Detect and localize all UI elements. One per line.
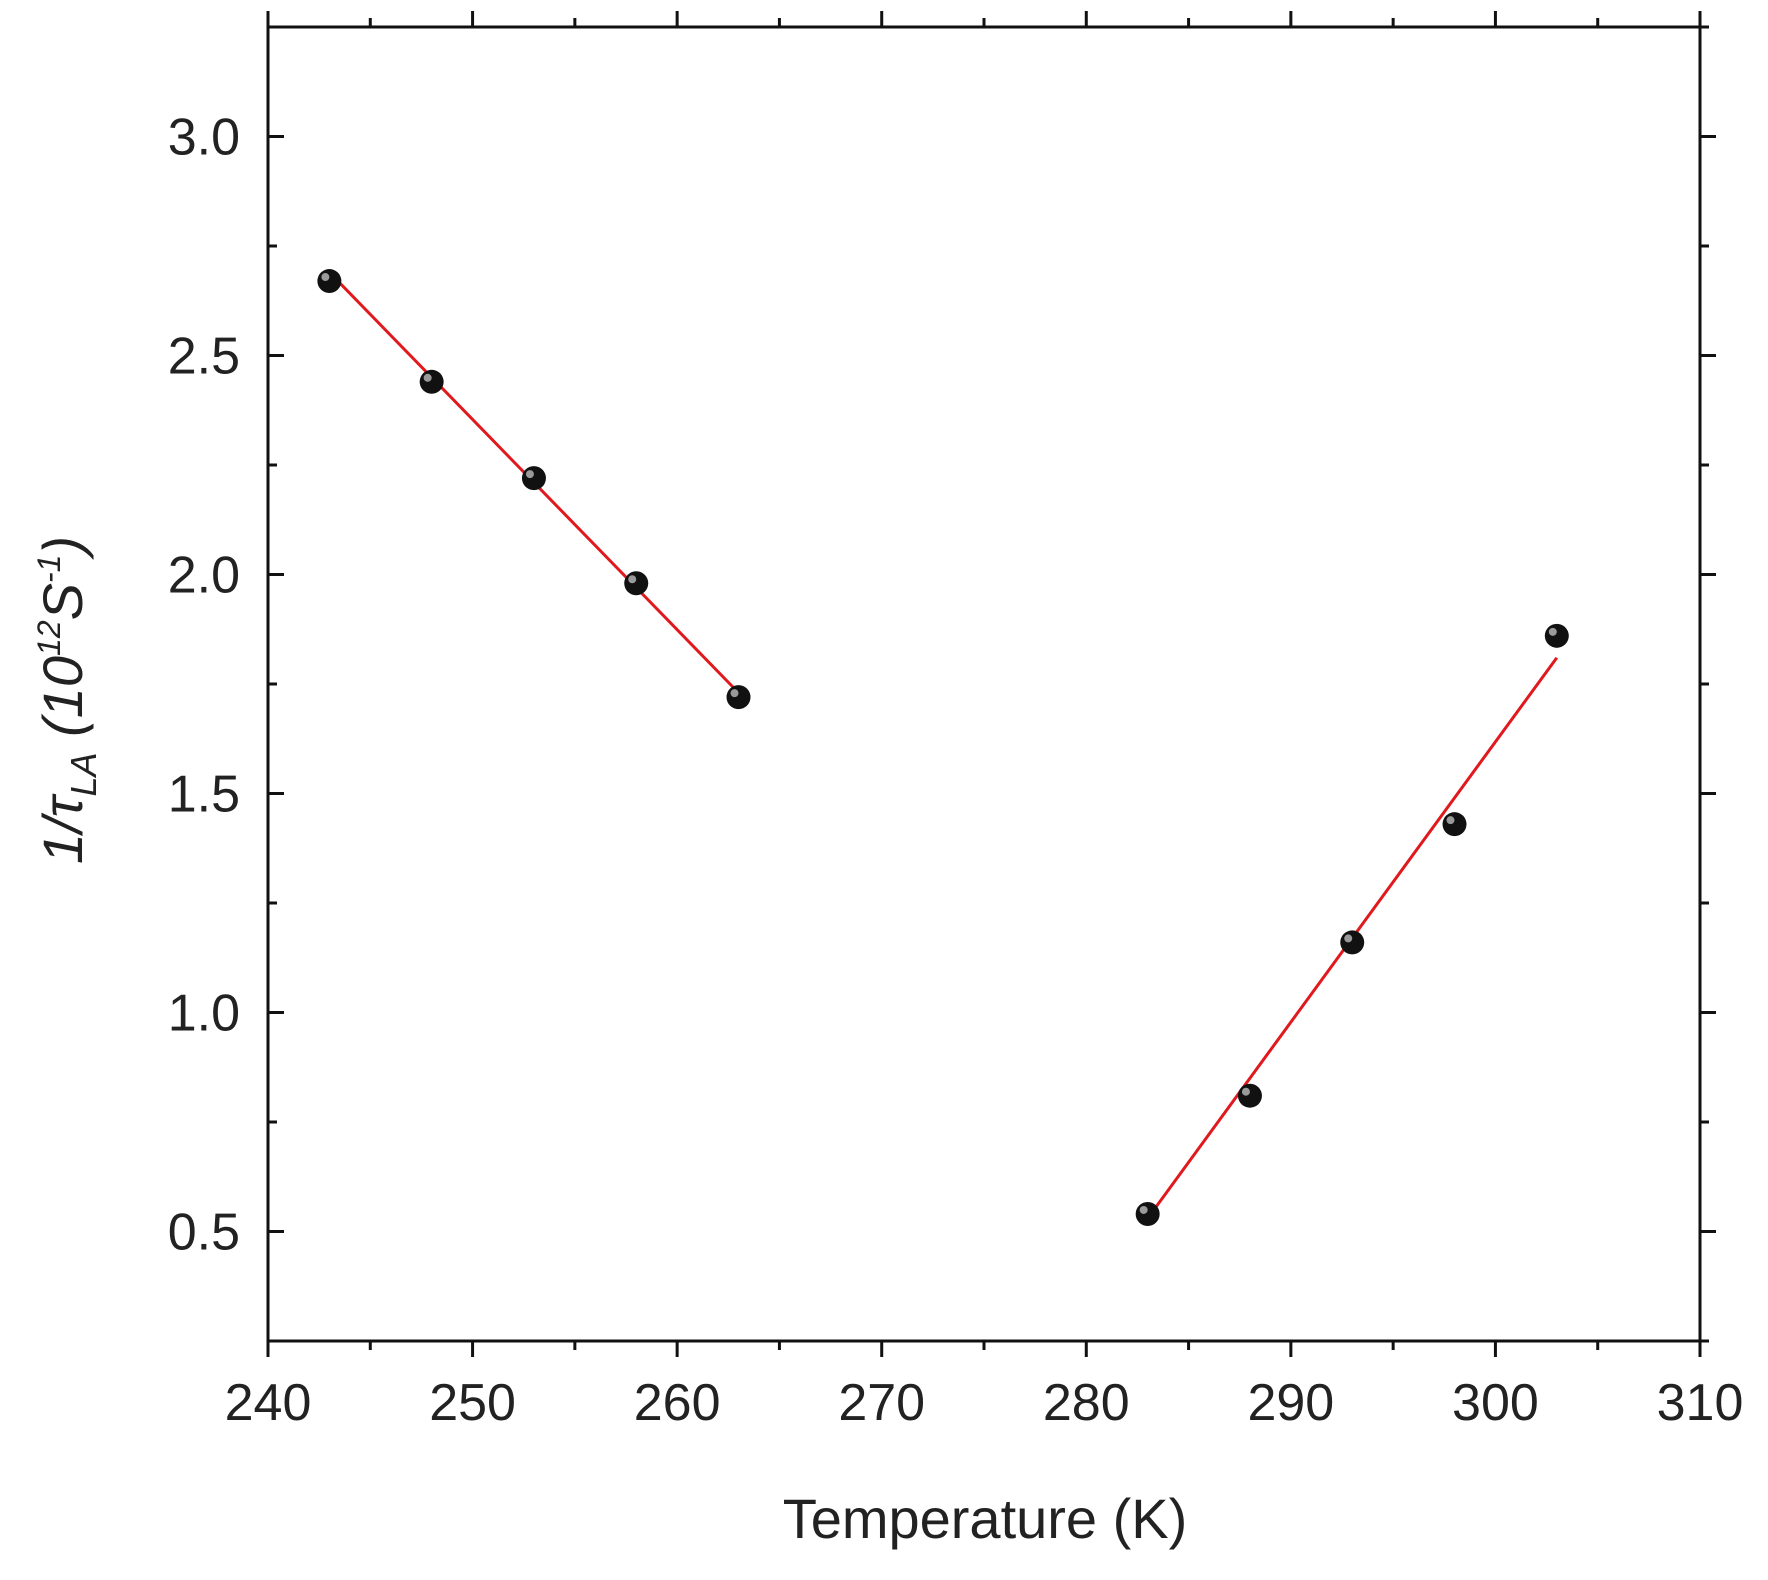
- data-point: [624, 571, 649, 596]
- data-point: [1442, 812, 1467, 837]
- y-axis-title-unit-open: (10: [31, 656, 94, 753]
- data-point: [419, 369, 444, 394]
- y-axis-title-unit-mid: S: [31, 583, 94, 620]
- data-point: [1544, 623, 1569, 648]
- x-tick-label: 280: [1043, 1374, 1130, 1432]
- y-axis-title-prefix: 1/τ: [31, 793, 94, 864]
- x-tick-label: 310: [1657, 1374, 1744, 1432]
- data-point: [521, 466, 546, 491]
- y-tick-label: 2.5: [168, 328, 240, 386]
- data-point: [317, 269, 342, 294]
- x-tick-label: 260: [634, 1374, 721, 1432]
- y-axis-title-exponent: 12: [31, 620, 67, 656]
- data-point: [1237, 1083, 1262, 1108]
- plot-frame: [266, 25, 1702, 1343]
- x-tick-label: 250: [429, 1374, 516, 1432]
- data-point: [1135, 1201, 1160, 1226]
- x-tick-label: 240: [225, 1374, 312, 1432]
- x-tick-label: 290: [1247, 1374, 1334, 1432]
- x-tick-labels: 240 250 260 270 280 290 300 310: [225, 1374, 1744, 1432]
- y-tick-labels: 0.5 1.0 1.5 2.0 2.5 3.0: [168, 109, 240, 1262]
- x-tick-label: 300: [1452, 1374, 1539, 1432]
- y-tick-label: 1.0: [168, 985, 240, 1043]
- y-axis-title-subscript: LA: [63, 752, 104, 796]
- y-axis-title: 1/τLA (1012S-1): [31, 536, 104, 864]
- fit-lines: [328, 271, 1559, 1220]
- y-tick-label: 2.0: [168, 547, 240, 605]
- x-tick-label: 270: [838, 1374, 925, 1432]
- data-point: [726, 685, 751, 710]
- data-points: [317, 269, 1569, 1226]
- x-axis-title: Temperature (K): [783, 1487, 1188, 1550]
- data-point: [1340, 930, 1365, 955]
- y-tick-label: 3.0: [168, 109, 240, 167]
- y-tick-label: 1.5: [168, 766, 240, 824]
- y-axis-title-exponent2: -1: [31, 555, 67, 583]
- y-tick-label: 0.5: [168, 1204, 240, 1262]
- axes: [266, 11, 1716, 1357]
